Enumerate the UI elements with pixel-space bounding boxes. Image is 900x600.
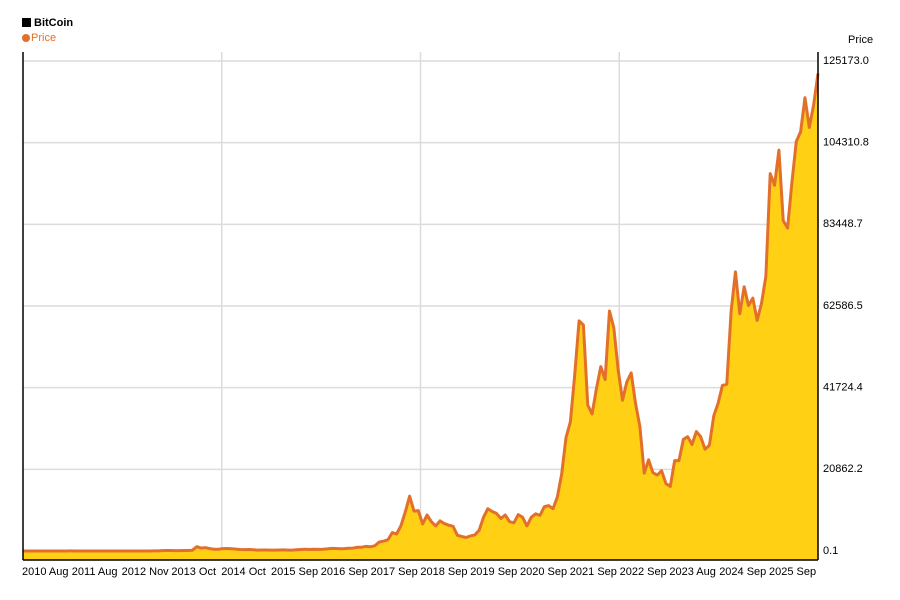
x-tick-label: 2011 Aug xyxy=(72,566,118,578)
x-tick-label: 2017 Sep xyxy=(371,566,418,578)
y-tick-label: 125173.0 xyxy=(823,55,869,67)
legend-marker xyxy=(22,34,30,42)
y-axis-label: Price xyxy=(848,34,873,46)
x-tick-label: 2021 Sep xyxy=(570,566,617,578)
x-tick-label: 2025 Sep xyxy=(769,566,816,578)
x-tick-label: 2018 Sep xyxy=(420,566,467,578)
x-tick-label: 2014 Oct xyxy=(221,566,266,578)
y-tick-label: 0.1 xyxy=(823,545,838,557)
line xyxy=(23,73,820,553)
title-swatch xyxy=(22,18,31,27)
x-tick-label: 2019 Sep xyxy=(470,566,517,578)
y-tick-label: 41724.4 xyxy=(823,382,863,394)
x-tick-label: 2012 Nov xyxy=(122,566,170,578)
legend-label: Price xyxy=(31,32,56,44)
x-tick-label: 2020 Sep xyxy=(520,566,567,578)
x-tick-label: 2015 Sep xyxy=(271,566,318,578)
x-tick-label: 2022 Sep xyxy=(620,566,667,578)
y-tick-label: 83448.7 xyxy=(823,218,863,230)
x-tick-label: 2024 Sep xyxy=(719,566,766,578)
y-tick-label: 20862.2 xyxy=(823,463,863,475)
chart-title: BitCoin xyxy=(34,17,73,29)
area xyxy=(23,73,818,560)
x-tick-label: 2016 Sep xyxy=(321,566,368,578)
x-tick-label: 2013 Oct xyxy=(171,566,216,578)
x-tick-label: 2023 Aug xyxy=(669,566,716,578)
y-tick-label: 62586.5 xyxy=(823,300,863,312)
y-tick-label: 104310.8 xyxy=(823,137,869,149)
x-tick-label: 2010 Aug xyxy=(22,566,69,578)
